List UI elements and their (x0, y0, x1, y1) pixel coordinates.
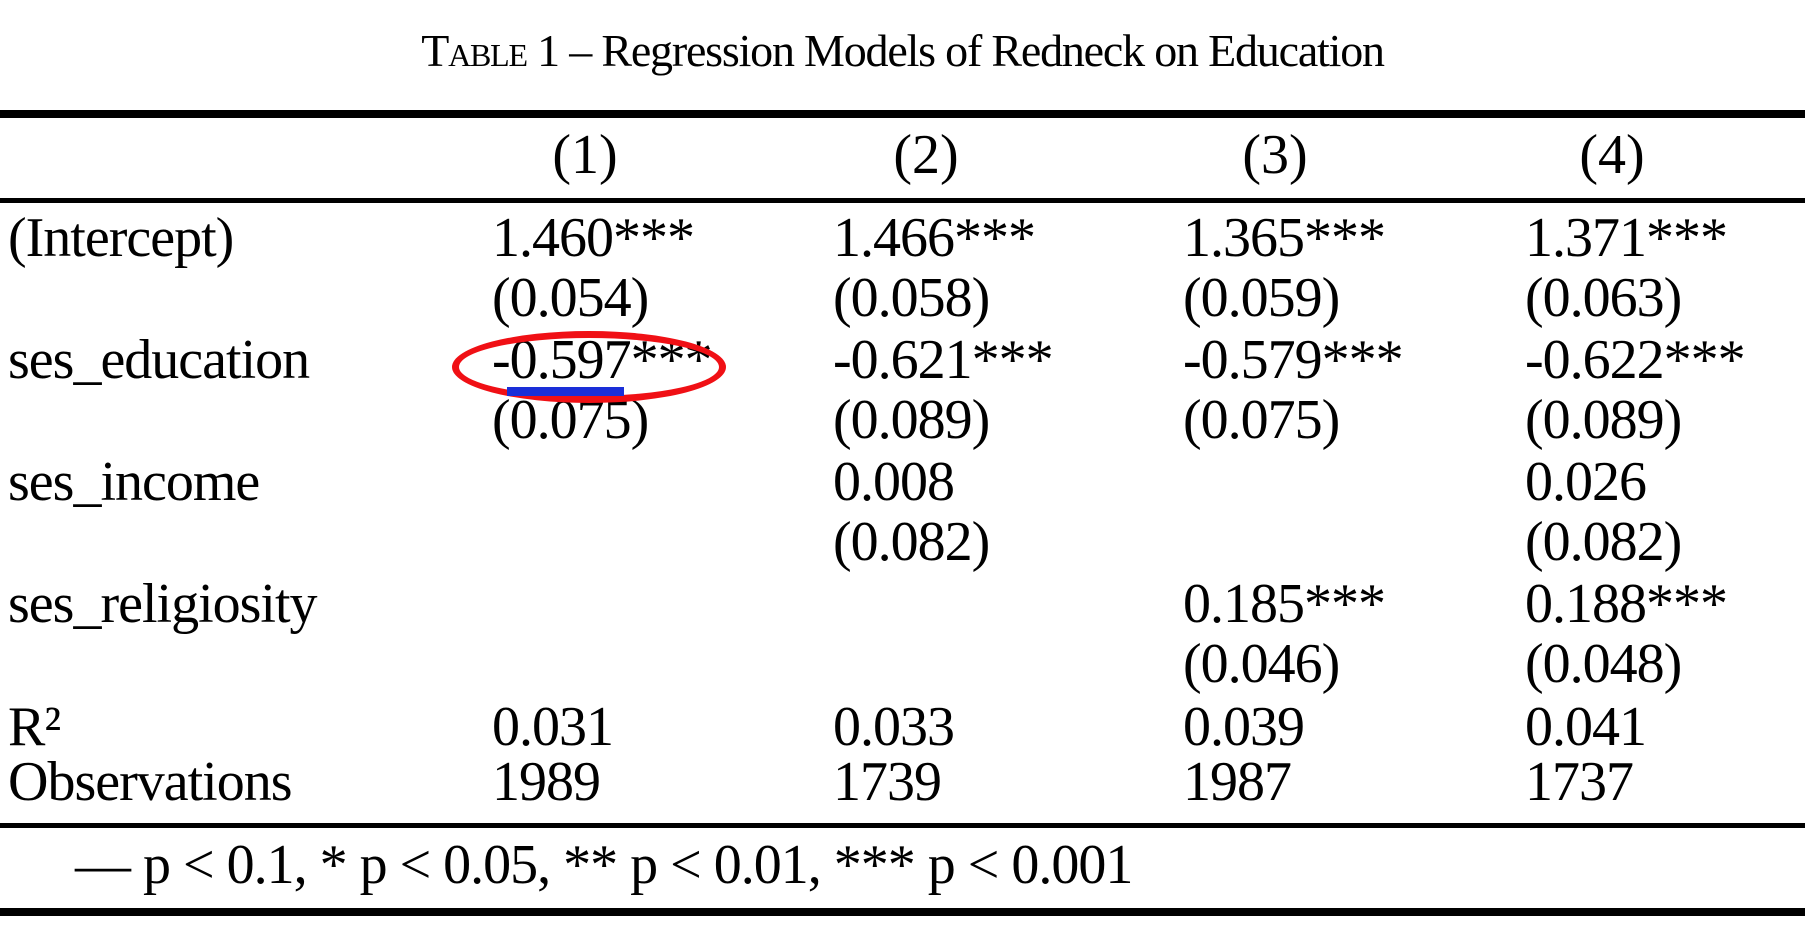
footer-rule (0, 823, 1805, 828)
column-header-4: (4) (1579, 124, 1645, 186)
bottom-rule (0, 908, 1805, 916)
row-label: Observations (8, 751, 293, 813)
table-row-income-se: (0.082) (0.082) (0, 514, 1805, 572)
cell-model4: (0.063) (1525, 267, 1682, 329)
cell-model1: 1.460*** (492, 207, 695, 269)
table-row-education-coef: ses_education -0.597*** -0.621*** -0.579… (0, 332, 1805, 390)
table-row-religiosity-se: (0.046) (0.048) (0, 636, 1805, 694)
cell-model3: 0.185*** (1183, 573, 1386, 635)
header-rule (0, 198, 1805, 203)
cell-model1: (0.054) (492, 267, 649, 329)
cell-model2: (0.058) (833, 267, 990, 329)
cell-model3: -0.579*** (1183, 329, 1404, 391)
cell-model2: (0.082) (833, 511, 990, 573)
table-title-rest: 1 – Regression Models of Redneck on Educ… (526, 25, 1385, 76)
row-label: (Intercept) (8, 207, 234, 269)
table-row-intercept-se: (0.054) (0.058) (0.059) (0.063) (0, 270, 1805, 328)
cell-model4: (0.048) (1525, 633, 1682, 695)
significance-footnote: — p < 0.1, * p < 0.05, ** p < 0.01, *** … (75, 834, 1133, 896)
row-label: ses_religiosity (8, 573, 318, 635)
cell-model4: 1737 (1525, 751, 1634, 813)
cell-model3: (0.059) (1183, 267, 1340, 329)
row-label: R² (8, 696, 61, 758)
highlight-underline-annotation (507, 387, 624, 396)
table-row-religiosity-coef: ses_religiosity 0.185*** 0.188*** (0, 576, 1805, 634)
column-header-2: (2) (893, 124, 959, 186)
cell-model4: 0.026 (1525, 451, 1647, 513)
cell-model4: 0.041 (1525, 696, 1647, 758)
cell-model4: (0.082) (1525, 511, 1682, 573)
column-header-1: (1) (552, 124, 618, 186)
cell-model3: 1987 (1183, 751, 1292, 813)
cell-model4: 0.188*** (1525, 573, 1728, 635)
highlight-ellipse-annotation (452, 331, 726, 403)
row-label: ses_income (8, 451, 260, 513)
cell-model4: 1.371*** (1525, 207, 1728, 269)
cell-model2: -0.621*** (833, 329, 1054, 391)
table-row-observations: Observations 1989 1739 1987 1737 (0, 754, 1805, 812)
cell-model2: (0.089) (833, 389, 990, 451)
table-row-education-se: (0.075) (0.089) (0.075) (0.089) (0, 392, 1805, 450)
cell-model2: 0.008 (833, 451, 955, 513)
column-header-3: (3) (1242, 124, 1308, 186)
cell-model3: 1.365*** (1183, 207, 1386, 269)
cell-model3: (0.046) (1183, 633, 1340, 695)
table-title-word: Table (421, 25, 528, 76)
cell-model1: 1989 (492, 751, 601, 813)
table-row-intercept-coef: (Intercept) 1.460*** 1.466*** 1.365*** 1… (0, 210, 1805, 268)
cell-model4: (0.089) (1525, 389, 1682, 451)
cell-model2: 1.466*** (833, 207, 1036, 269)
table-row-income-coef: ses_income 0.008 0.026 (0, 454, 1805, 512)
row-label: ses_education (8, 329, 310, 391)
cell-model3: 0.039 (1183, 696, 1305, 758)
top-rule (0, 110, 1805, 118)
table-title: Table 1 – Regression Models of Redneck o… (0, 24, 1805, 77)
cell-model2: 1739 (833, 751, 942, 813)
cell-model4: -0.622*** (1525, 329, 1746, 391)
cell-model3: (0.075) (1183, 389, 1340, 451)
cell-model2: 0.033 (833, 696, 955, 758)
cell-model1: 0.031 (492, 696, 614, 758)
table-row-r-squared: R² 0.031 0.033 0.039 0.041 (0, 699, 1805, 757)
